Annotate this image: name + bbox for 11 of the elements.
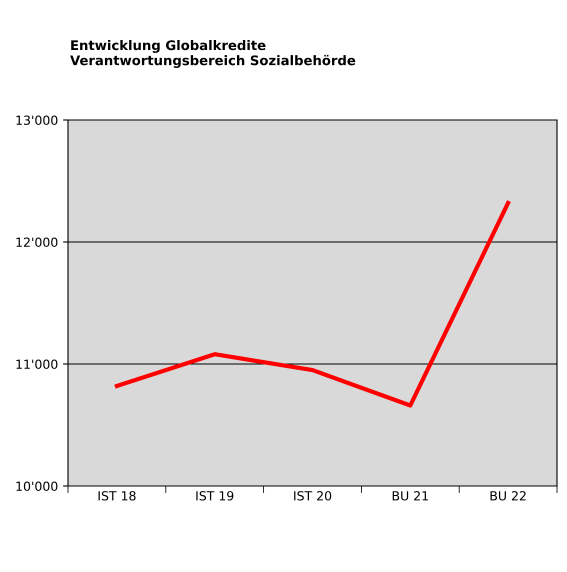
y-tick-label: 11'000	[16, 359, 58, 369]
y-tick-label: 10'000	[16, 481, 58, 491]
y-tick-label: 13'000	[16, 115, 58, 125]
line-series	[114, 200, 510, 408]
chart-title: Entwicklung Globalkredite Verantwortungsbereich Sozialbehörde	[70, 40, 356, 68]
x-tick-label: IST 18	[98, 491, 136, 501]
y-tick-label: 12'000	[16, 237, 58, 247]
x-tick-label: BU 21	[392, 491, 428, 501]
x-tick-label: BU 22	[490, 491, 526, 501]
x-tick-label: IST 20	[294, 491, 332, 501]
x-tick-label: IST 19	[196, 491, 234, 501]
